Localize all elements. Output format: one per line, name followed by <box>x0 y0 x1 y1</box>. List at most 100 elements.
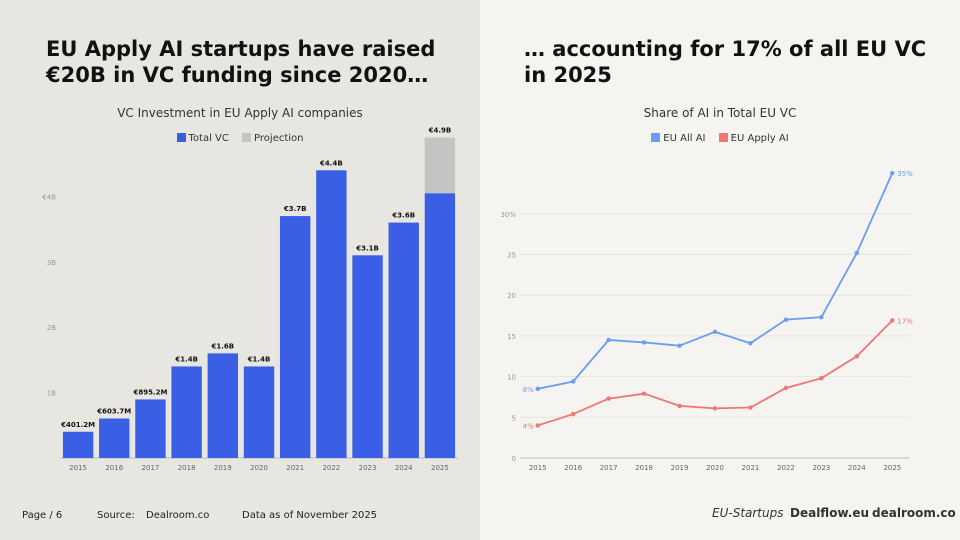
series-end-label: 17% <box>897 317 913 325</box>
bar-data-label: €1.4B <box>174 355 198 363</box>
data-point <box>677 343 682 348</box>
y-tick-label: 15 <box>507 333 516 341</box>
data-point <box>748 341 753 346</box>
source-label: Source: <box>97 510 135 521</box>
data-point <box>854 250 860 256</box>
data-point <box>819 314 824 320</box>
line-chart-title: Share of AI in Total EU VC <box>643 106 797 120</box>
bar-total-vc <box>171 366 202 458</box>
x-tick-label: 2020 <box>706 464 724 472</box>
x-tick-label: 2021 <box>742 464 760 472</box>
legend-swatch <box>718 133 728 142</box>
legend-label: EU All AI <box>663 133 706 144</box>
data-point <box>783 317 789 322</box>
bar-total-vc <box>62 431 94 458</box>
x-tick-label: 2018 <box>178 464 196 472</box>
left-headline: EU Apply AI startups have raised €20B in… <box>46 37 436 87</box>
x-tick-label: 2021 <box>286 464 304 472</box>
series-line-eu-all-ai <box>537 172 894 390</box>
legend-eu-apply-ai: EU Apply AI <box>718 133 789 144</box>
line-chart-legend: EU All AI EU Apply AI <box>480 133 960 144</box>
x-tick-label: 2017 <box>600 464 618 472</box>
y-tick-label: €4B <box>42 193 56 201</box>
data-point <box>783 385 789 391</box>
x-tick-label: 2018 <box>635 464 653 472</box>
y-tick-label: 1B <box>47 390 56 398</box>
bar-data-label: €3.6B <box>391 212 415 220</box>
y-tick-label: 0 <box>512 455 516 463</box>
data-point <box>712 329 718 335</box>
bar-total-vc <box>243 366 275 458</box>
bar-data-label: €1.6B <box>211 342 235 350</box>
x-tick-label: 2017 <box>142 464 160 472</box>
data-point <box>890 170 895 176</box>
dealflow-logo: Dealflow.eu <box>790 506 870 520</box>
series-end-label: 35% <box>897 170 913 178</box>
data-point <box>677 403 682 409</box>
x-tick-label: 2019 <box>671 464 689 472</box>
bar-data-label: €3.1B <box>355 244 379 252</box>
y-tick-label: 2B <box>47 324 56 332</box>
bar-data-label: €4.4B <box>319 159 343 167</box>
x-tick-label: 2020 <box>250 464 268 472</box>
data-point <box>819 376 824 381</box>
data-point <box>535 386 540 392</box>
data-point <box>854 354 860 359</box>
data-point <box>570 411 576 417</box>
y-tick-label: 10 <box>507 374 516 382</box>
x-tick-label: 2019 <box>214 464 232 472</box>
bar-total-vc <box>352 255 383 458</box>
y-tick-label: 25 <box>507 252 516 260</box>
bar-total-vc <box>279 216 311 458</box>
y-tick-label: 5 <box>512 414 516 422</box>
x-tick-label: 2022 <box>322 464 340 472</box>
bar-chart-legend: Total VC Projection <box>0 133 480 144</box>
legend-total-vc: Total VC <box>176 133 229 144</box>
source-link[interactable]: Dealroom.co <box>146 510 210 521</box>
y-tick-label: 20 <box>507 292 516 300</box>
data-as-of: Data as of November 2025 <box>242 510 378 521</box>
x-tick-label: 2023 <box>359 464 377 472</box>
legend-swatch <box>242 133 252 142</box>
series-start-label: 4% <box>523 422 534 430</box>
bar-data-label: €895.2M <box>132 388 167 396</box>
bar-chart-title: VC Investment in EU Apply AI companies <box>117 106 363 120</box>
data-point <box>606 337 611 343</box>
data-point <box>570 379 576 384</box>
bar-data-label: €3.7B <box>283 205 307 213</box>
data-point <box>641 340 647 345</box>
bar-projection <box>424 137 456 194</box>
x-tick-label: 2015 <box>529 464 547 472</box>
series-start-label: 8% <box>523 386 534 394</box>
bar-total-vc <box>135 399 166 458</box>
x-tick-label: 2024 <box>395 464 413 472</box>
x-tick-label: 2025 <box>883 464 901 472</box>
legend-label: Projection <box>254 133 304 144</box>
legend-swatch <box>651 133 661 142</box>
data-point <box>890 318 895 323</box>
bar-data-label: €603.7M <box>96 408 131 416</box>
x-tick-label: 2016 <box>564 464 582 472</box>
page-number: Page / 6 <box>22 510 63 521</box>
data-point <box>535 423 540 428</box>
bar-data-label: €1.4B <box>247 355 271 363</box>
data-point <box>641 391 647 396</box>
bar-total-vc <box>99 418 130 458</box>
left-panel: EU Apply AI startups have raised €20B in… <box>0 0 480 540</box>
x-tick-label: 2024 <box>848 464 866 472</box>
right-headline: … accounting for 17% of all EU VC in 202… <box>524 37 927 87</box>
bar-total-vc <box>424 193 456 458</box>
x-tick-label: 2022 <box>777 464 795 472</box>
bar-data-label: €4.9B <box>428 127 452 135</box>
legend-projection: Projection <box>242 133 304 144</box>
legend-label: EU Apply AI <box>730 133 789 144</box>
dealroom-logo: dealroom.co <box>872 506 956 520</box>
bar-total-vc <box>388 222 419 458</box>
x-tick-label: 2023 <box>812 464 830 472</box>
bar-chart: 1B 2B 3B €4B €401.2M 2015 €603.7M 2016 €895.2M 20… <box>42 127 458 472</box>
legend-label: Total VC <box>188 133 229 144</box>
legend-swatch <box>176 133 186 142</box>
right-panel: … accounting for 17% of all EU VC in 202… <box>480 0 960 540</box>
data-point <box>748 405 753 410</box>
